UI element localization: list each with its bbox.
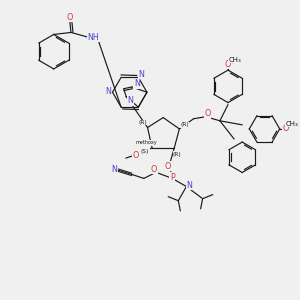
Text: O: O (67, 13, 73, 22)
Text: O: O (151, 165, 157, 174)
Text: CH₃: CH₃ (286, 121, 298, 127)
Text: O: O (205, 109, 211, 118)
Text: N: N (138, 70, 144, 79)
Text: (R): (R) (173, 152, 182, 157)
Text: N: N (134, 80, 140, 88)
Text: N: N (187, 181, 192, 190)
Text: O: O (165, 162, 171, 171)
Text: CH₃: CH₃ (229, 57, 242, 63)
Text: N: N (112, 165, 117, 174)
Text: P: P (170, 173, 175, 182)
Text: O: O (283, 124, 289, 134)
Text: (S): (S) (141, 148, 149, 154)
Text: O: O (133, 151, 139, 160)
Text: N: N (106, 87, 111, 96)
Text: O: O (225, 59, 231, 68)
Text: (R): (R) (180, 122, 189, 128)
Text: N: N (127, 96, 133, 105)
Text: (R): (R) (138, 120, 147, 125)
Text: methoxy: methoxy (135, 140, 157, 146)
Text: NH: NH (87, 33, 99, 42)
